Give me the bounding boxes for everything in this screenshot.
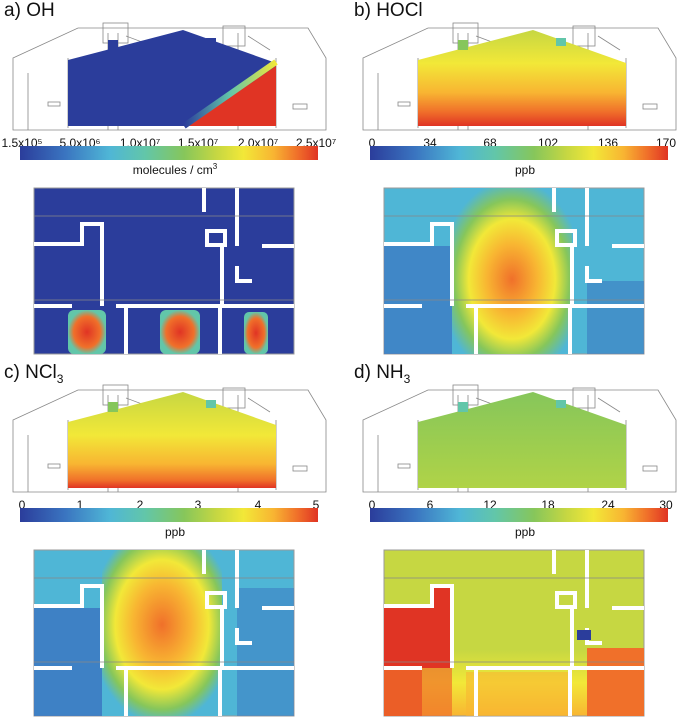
species-name: HOCl [376,0,423,21]
panel-title: c) NCl3 [4,362,63,386]
panel-title: b) HOCl [354,0,423,22]
floor-plan [33,549,295,717]
colorbar [370,508,668,522]
unit-label: ppb [514,525,536,539]
colorbar [20,146,318,160]
colorbar [370,146,668,160]
panel-nh3: d) NH3 0 6 12 18 24 30 [350,362,700,724]
tick-label: 1 [76,498,84,512]
colorbar [20,508,318,522]
tick-label: 0 [368,136,376,150]
panel-letter: a) [4,0,27,21]
species-name: OH [26,0,55,21]
side-view-section [362,384,677,493]
unit-label: molecules / cm3 [132,162,218,177]
side-view-section [12,22,327,131]
unit-label: ppb [164,525,186,539]
species-subscript: 3 [403,371,411,386]
tick-label: 3 [194,498,202,512]
floor-plan [383,187,645,355]
panel-letter: b) [354,0,377,21]
tick-label: 2 [136,498,144,512]
panel-letter: c) [4,362,26,383]
panel-hocl: b) HOCl 0 34 68 102 136 170 [350,0,700,362]
species-name: NH [376,362,404,383]
unit-label: ppb [514,163,536,177]
panel-ncl3: c) NCl3 0 1 2 3 4 5 [0,362,350,724]
tick-label: 0 [18,498,26,512]
colorbar-ticks: 0 1 2 3 4 5 [0,498,350,512]
side-view-section [12,384,327,493]
species-name: NCl [25,362,57,383]
species-subscript: 3 [56,371,64,386]
tick-label: 6 [426,498,434,512]
tick-label: 4 [254,498,262,512]
floor-plan [33,187,295,355]
panel-letter: d) [354,362,377,383]
panel-oh: a) OH 1.5x10⁵ 5.0x10⁶ 1.0x10⁷ 1.5x10⁷ 2.… [0,0,350,362]
floor-plan [383,549,645,717]
tick-label: 5 [312,498,320,512]
tick-label: 0 [368,498,376,512]
panel-title: d) NH3 [354,362,410,386]
side-view-section [362,22,677,131]
panel-title: a) OH [4,0,55,22]
